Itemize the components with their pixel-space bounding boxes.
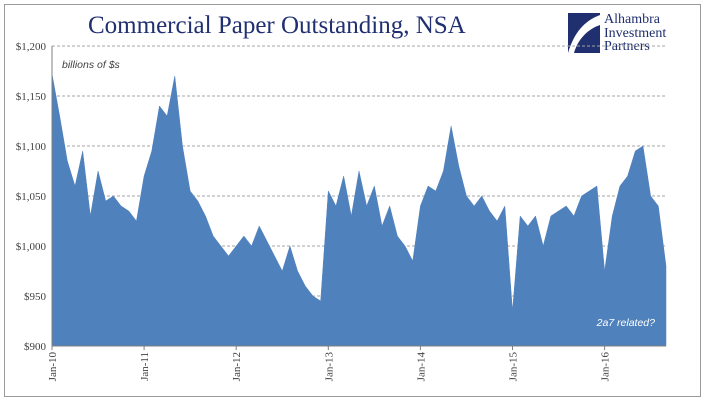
- annotation-label: 2a7 related?: [596, 317, 656, 329]
- y-tick-label: $900: [24, 341, 47, 353]
- y-tick-label: $1,150: [16, 91, 47, 103]
- x-tick-label: Jan-12: [231, 352, 243, 381]
- logo-text: Alhambra Investment Partners: [604, 13, 666, 54]
- units-note: billions of $s: [62, 59, 121, 71]
- logo-line-1: Alhambra: [604, 12, 660, 27]
- x-tick-label: Jan-11: [139, 352, 151, 381]
- logo-line-2: Investment: [604, 25, 667, 41]
- x-tick-label: Jan-13: [323, 352, 335, 382]
- y-tick-label: $1,200: [16, 41, 47, 53]
- y-tick-label: $950: [24, 291, 47, 303]
- x-tick-label: Jan-16: [600, 352, 612, 382]
- x-tick-label: Jan-14: [415, 352, 427, 382]
- chart-title: Commercial Paper Outstanding, NSA: [88, 12, 466, 39]
- logo-line-3: Partners: [604, 39, 650, 54]
- y-tick-label: $1,100: [16, 141, 47, 153]
- y-tick-label: $1,050: [16, 191, 47, 203]
- x-tick-label: Jan-10: [47, 352, 59, 382]
- data-series-area: [51, 73, 667, 347]
- y-tick-label: $1,000: [16, 241, 47, 253]
- x-tick-label: Jan-15: [508, 352, 520, 382]
